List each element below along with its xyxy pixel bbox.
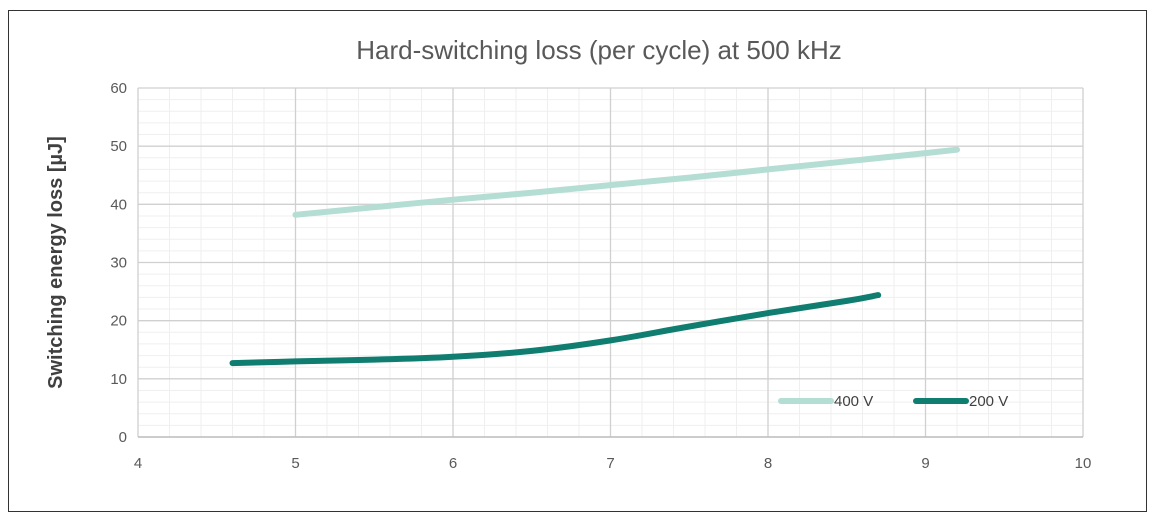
y-tick-label: 60	[110, 80, 127, 97]
x-tick-label: 10	[1075, 455, 1092, 472]
y-tick-label: 0	[119, 429, 127, 446]
chart-title: Hard-switching loss (per cycle) at 500 k…	[356, 35, 842, 65]
major-gridlines	[137, 87, 1084, 438]
series-layer	[229, 146, 960, 367]
y-axis-ticks: 0 10 20 30 40 50 60	[110, 80, 127, 446]
line-chart: 4 5 6 7 8 9 10 0 10 20 30 40 50 60 Hard-switching lo…	[45, 35, 1092, 472]
series-line-400-v	[292, 146, 960, 218]
legend-label-200-v: 200 V	[969, 393, 1008, 410]
y-tick-label: 10	[110, 371, 127, 388]
legend-label-400-v: 400 V	[834, 393, 873, 410]
x-tick-label: 6	[449, 455, 457, 472]
x-tick-label: 5	[291, 455, 299, 472]
series-line-200-v	[229, 292, 882, 367]
x-tick-label: 9	[921, 455, 929, 472]
y-tick-label: 30	[110, 255, 127, 272]
y-tick-label: 20	[110, 313, 127, 330]
y-tick-label: 50	[110, 138, 127, 155]
y-tick-label: 40	[110, 196, 127, 213]
y-axis-label: Switching energy loss [µJ]	[45, 136, 67, 389]
chart-frame: 4 5 6 7 8 9 10 0 10 20 30 40 50 60 Hard-switching lo…	[8, 10, 1147, 512]
x-tick-label: 8	[764, 455, 772, 472]
legend: 400 V 200 V	[778, 393, 1008, 410]
x-tick-label: 4	[134, 455, 142, 472]
x-tick-label: 7	[606, 455, 614, 472]
x-axis-ticks: 4 5 6 7 8 9 10	[134, 455, 1092, 472]
